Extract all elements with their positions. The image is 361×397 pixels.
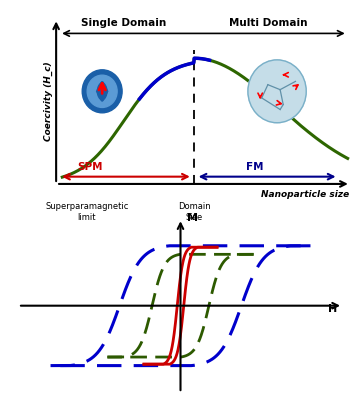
Text: Domain
Size: Domain Size — [178, 202, 210, 222]
Text: SPM: SPM — [78, 162, 103, 172]
Text: M: M — [187, 213, 197, 223]
Text: FM: FM — [246, 162, 264, 172]
Text: Single Domain: Single Domain — [81, 18, 166, 29]
Text: Coercivity (H_c): Coercivity (H_c) — [44, 62, 53, 141]
Wedge shape — [97, 82, 107, 101]
Text: Multi Domain: Multi Domain — [229, 18, 307, 29]
Circle shape — [87, 75, 117, 108]
Circle shape — [82, 70, 122, 113]
Text: Nanoparticle size: Nanoparticle size — [261, 190, 349, 199]
Circle shape — [248, 60, 306, 123]
Text: H: H — [328, 304, 337, 314]
Wedge shape — [97, 82, 108, 101]
Text: Superparamagnetic
limit: Superparamagnetic limit — [45, 202, 129, 222]
